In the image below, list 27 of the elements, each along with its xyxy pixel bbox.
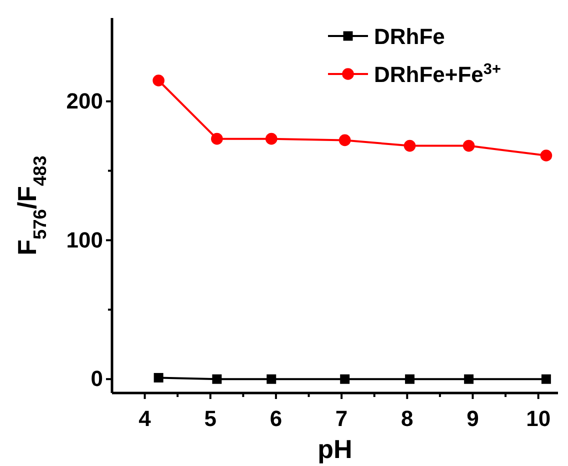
point [404, 140, 416, 152]
point [405, 374, 415, 384]
point [464, 374, 474, 384]
point [338, 134, 351, 146]
x-tick-label: 10 [526, 406, 551, 432]
point [212, 374, 222, 384]
x-axis-title: pH [318, 434, 352, 464]
point [266, 374, 276, 384]
x-tick-label: 4 [138, 406, 152, 432]
point [154, 372, 164, 382]
point [540, 150, 552, 162]
y-tick-label: 200 [66, 88, 103, 114]
y-tick-label: 100 [66, 227, 103, 252]
x-tick-label: 5 [204, 406, 217, 432]
point [152, 74, 164, 86]
point [340, 374, 350, 384]
point [462, 140, 475, 152]
y-tick-label: 0 [90, 366, 103, 392]
legend-label: DRhFe+Fe$^{3+}$ [374, 60, 501, 87]
point [541, 374, 551, 384]
x-tick-label: 9 [466, 406, 479, 432]
x-tick-label: 7 [335, 406, 348, 432]
point [211, 132, 223, 145]
legend-label: DRhFe [374, 24, 445, 49]
x-tick-label: 6 [270, 406, 282, 432]
x-tick-label: 8 [401, 406, 414, 432]
point [265, 132, 278, 145]
